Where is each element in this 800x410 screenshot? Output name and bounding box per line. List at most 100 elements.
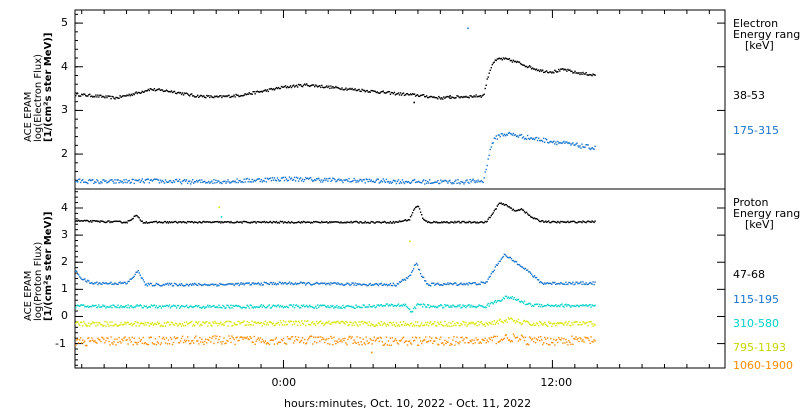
data-point	[557, 140, 559, 143]
data-point	[339, 179, 341, 182]
data-point	[353, 339, 355, 341]
data-point	[324, 341, 326, 344]
data-point	[267, 324, 269, 326]
data-point	[277, 304, 280, 306]
data-point	[324, 86, 326, 89]
data-point	[320, 304, 322, 306]
data-point	[408, 219, 411, 221]
data-point	[189, 322, 191, 324]
data-point	[88, 306, 90, 309]
data-point	[195, 96, 197, 98]
data-point	[558, 322, 560, 325]
data-point	[195, 305, 197, 307]
data-point	[149, 88, 151, 90]
data-point	[247, 181, 249, 183]
data-point	[542, 140, 544, 143]
data-point	[400, 220, 403, 223]
data-point	[235, 304, 237, 306]
data-point	[334, 306, 336, 308]
data-point	[288, 281, 291, 283]
data-point	[122, 324, 124, 326]
data-point	[362, 283, 364, 285]
data-point	[578, 146, 580, 148]
data-point	[224, 95, 226, 98]
data-point	[276, 343, 279, 345]
data-point	[290, 336, 293, 338]
data-point	[403, 324, 406, 326]
data-point	[172, 323, 175, 326]
data-point	[594, 340, 596, 342]
data-point	[521, 301, 524, 303]
data-point	[298, 322, 301, 324]
data-point	[535, 276, 538, 279]
data-point	[223, 324, 225, 326]
data-point	[179, 181, 182, 183]
data-point	[523, 300, 526, 302]
axes-layer	[75, 10, 725, 368]
data-point	[317, 221, 319, 223]
data-point	[281, 324, 284, 326]
data-point	[577, 221, 579, 223]
data-point	[551, 72, 553, 74]
data-point	[334, 221, 336, 223]
data-point	[486, 281, 488, 283]
data-point	[460, 96, 462, 98]
data-point	[459, 222, 461, 224]
data-point	[593, 283, 595, 286]
data-point	[154, 178, 157, 180]
data-point	[115, 182, 117, 184]
data-point	[294, 304, 297, 307]
data-point	[562, 220, 564, 223]
data-point	[339, 283, 341, 286]
data-point	[382, 221, 384, 223]
data-point	[398, 305, 401, 307]
data-point	[329, 87, 331, 90]
data-point	[250, 93, 252, 95]
data-point	[382, 178, 384, 180]
data-point	[514, 134, 517, 136]
data-point	[148, 182, 150, 184]
data-point	[346, 221, 348, 223]
data-point	[306, 320, 308, 322]
data-point	[161, 222, 164, 224]
data-point	[583, 305, 585, 307]
data-point	[261, 306, 263, 308]
data-point	[199, 95, 201, 97]
data-point	[361, 344, 363, 346]
data-point	[158, 88, 161, 90]
data-point	[116, 325, 118, 327]
data-point	[296, 324, 299, 326]
data-point	[265, 181, 267, 183]
data-point	[305, 324, 307, 327]
data-point	[509, 256, 512, 259]
data-point	[281, 305, 284, 307]
data-point	[471, 322, 473, 325]
data-point	[565, 338, 567, 341]
data-point	[151, 285, 154, 287]
data-point	[116, 96, 118, 99]
data-point	[99, 94, 101, 96]
data-point	[127, 220, 129, 222]
data-point	[558, 221, 560, 223]
data-point	[123, 337, 125, 339]
data-point	[540, 336, 542, 338]
data-point	[339, 340, 341, 343]
data-point	[192, 283, 194, 285]
data-point	[577, 145, 579, 147]
data-point	[469, 178, 471, 181]
data-point	[177, 91, 180, 94]
data-point	[297, 283, 300, 285]
data-point	[364, 220, 366, 223]
data-point	[247, 93, 249, 95]
data-point	[348, 305, 350, 307]
data-point	[482, 281, 484, 284]
data-point	[283, 85, 286, 88]
data-point	[290, 304, 293, 306]
data-point	[236, 283, 238, 285]
data-point	[166, 343, 169, 345]
data-point	[462, 304, 464, 306]
data-point	[423, 218, 425, 221]
data-point	[502, 322, 505, 324]
data-point	[161, 179, 164, 182]
data-point	[408, 325, 411, 327]
